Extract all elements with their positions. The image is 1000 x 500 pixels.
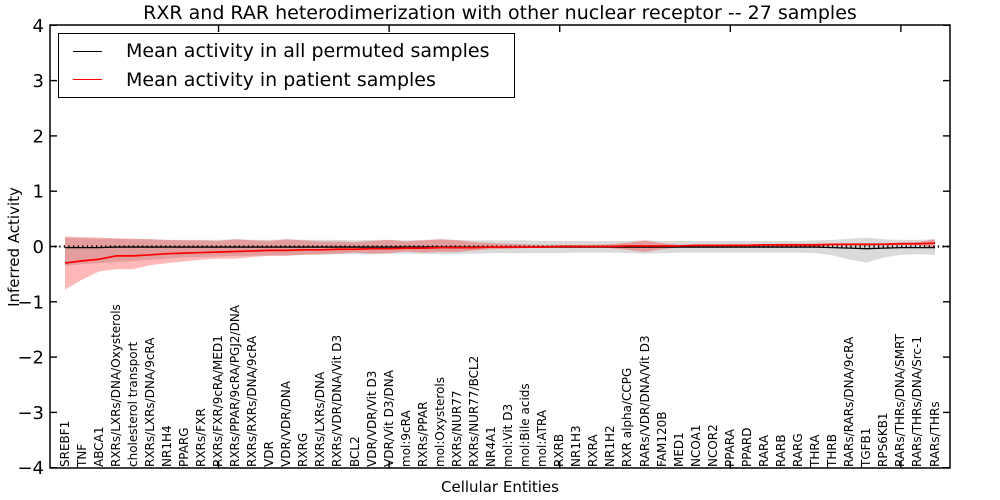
x-category-label: ABCA1 bbox=[91, 426, 106, 467]
x-category-label: mol:Vit D3 bbox=[501, 403, 516, 467]
x-category-label: RXRs/LXRs/DNA/9cRA bbox=[142, 337, 157, 468]
legend-line-permuted bbox=[73, 50, 102, 52]
x-category-label: mol:Bile acids bbox=[518, 383, 533, 467]
x-category-label: NR1H2 bbox=[603, 425, 618, 467]
x-category-label: RXRs/LXRs/DNA/Oxysterols bbox=[108, 304, 123, 467]
patient-mean-line bbox=[64, 242, 936, 264]
x-category-label: RXRs/FXR bbox=[193, 408, 208, 467]
legend-label-permuted: Mean activity in all permuted samples bbox=[126, 40, 490, 63]
legend: Mean activity in all permuted samples Me… bbox=[58, 33, 515, 98]
x-category-label: SREBF1 bbox=[57, 420, 72, 467]
x-category-label: mol:Oxysterols bbox=[432, 377, 447, 467]
legend-line-patient bbox=[73, 79, 102, 81]
x-category-label: THRA bbox=[808, 434, 823, 467]
x-category-label: PPARG bbox=[176, 427, 191, 467]
x-category-label: cholesterol transport bbox=[125, 341, 140, 467]
x-category-label: NR1H3 bbox=[569, 425, 584, 467]
x-category-label: RXRs/NUR77/BCL2 bbox=[466, 355, 481, 467]
x-category-label: RARs/VDR/DNA/Vit D3 bbox=[637, 335, 652, 467]
x-category-label: NCOA1 bbox=[688, 424, 703, 467]
x-category-label: RXR alpha/CCPG bbox=[620, 367, 635, 467]
y-axis-title: Inferred Activity bbox=[5, 187, 23, 307]
x-category-label: RARs/THRs/DNA/SMRT bbox=[893, 334, 908, 467]
x-category-label: NCOR2 bbox=[705, 424, 720, 467]
x-category-label: VDR/Vit D3/DNA bbox=[381, 370, 396, 467]
x-category-label: RPS6KB1 bbox=[876, 412, 891, 467]
x-category-label: FAM120B bbox=[654, 411, 669, 468]
x-category-label: RARs/THRs/DNA/Src-1 bbox=[910, 336, 925, 467]
y-tick-label: 3 bbox=[33, 71, 44, 92]
y-tick-label: 0 bbox=[33, 237, 44, 258]
x-category-label: RARG bbox=[791, 433, 806, 467]
x-category-label: MED1 bbox=[671, 432, 686, 467]
y-tick-label: −1 bbox=[17, 292, 44, 313]
y-tick-label: −3 bbox=[17, 403, 44, 424]
y-tick-label: −2 bbox=[17, 348, 44, 369]
x-category-label: RXRB bbox=[552, 433, 567, 467]
x-category-label: VDR bbox=[262, 441, 277, 467]
y-tick-label: 4 bbox=[33, 16, 44, 37]
x-category-label: mol:9cRA bbox=[398, 410, 413, 467]
x-category-label: RXRs/VDR/DNA/Vit D3 bbox=[330, 334, 345, 467]
x-category-label: RARs/RARs/DNA/9cRA bbox=[842, 336, 857, 467]
x-category-label: RXRs/RXRs/DNA/9cRA bbox=[245, 335, 260, 467]
x-category-label: RXRs/NUR77 bbox=[449, 390, 464, 467]
x-category-label: TGFB1 bbox=[859, 427, 874, 467]
x-category-label: VDR/VDR/Vit D3 bbox=[364, 370, 379, 467]
x-category-label: BCL2 bbox=[347, 436, 362, 467]
x-category-label: RARs/THRs bbox=[927, 401, 942, 467]
x-category-label: PPARA bbox=[722, 429, 737, 467]
x-category-label: RARA bbox=[756, 434, 771, 467]
y-tick-label: 1 bbox=[33, 182, 44, 203]
x-category-label: PPARD bbox=[739, 427, 754, 468]
x-category-label: VDR/VDR/DNA bbox=[279, 380, 294, 467]
chart-title: RXR and RAR heterodimerization with othe… bbox=[143, 2, 857, 24]
x-category-label: RXRA bbox=[586, 434, 601, 467]
x-category-label: mol:ATRA bbox=[535, 409, 550, 467]
x-category-label: RXRs/PPAR bbox=[415, 401, 430, 467]
x-axis-title: Cellular Entities bbox=[441, 478, 559, 496]
x-category-label: RXRG bbox=[296, 432, 311, 467]
x-category-label: RXRs/LXRs/DNA bbox=[313, 371, 328, 467]
legend-entry-patient: Mean activity in patient samples bbox=[73, 69, 514, 91]
x-category-label: THRB bbox=[825, 434, 840, 467]
x-category-label: RARB bbox=[773, 434, 788, 467]
x-category-label: RXRs/PPAR/9cRA/PGJ2/DNA bbox=[228, 305, 243, 467]
x-category-label: TNF bbox=[74, 443, 89, 467]
y-tick-label: −4 bbox=[17, 458, 44, 479]
x-category-label: NR1H4 bbox=[159, 425, 174, 467]
legend-entry-permuted: Mean activity in all permuted samples bbox=[73, 40, 514, 62]
x-category-label: RXRs/FXR/9cRA/MED1 bbox=[211, 335, 226, 467]
legend-label-patient: Mean activity in patient samples bbox=[126, 68, 436, 91]
x-category-label: NR4A1 bbox=[483, 426, 498, 467]
y-tick-label: 2 bbox=[33, 126, 44, 147]
